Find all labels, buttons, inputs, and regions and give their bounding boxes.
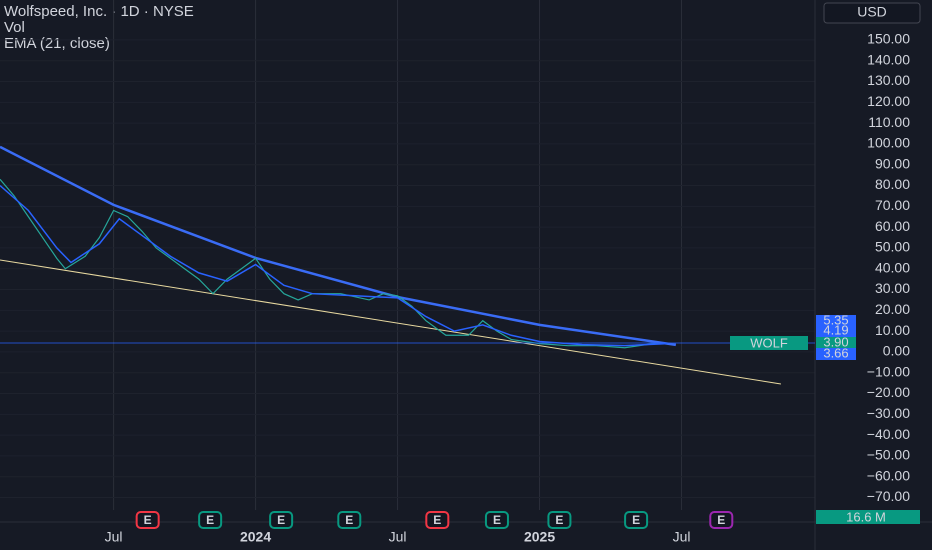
event-marker (709, 511, 734, 529)
y-tick-label: 30.00 (875, 280, 910, 296)
plot (0, 0, 782, 510)
price-line (0, 178, 668, 349)
y-tick-label: −40.00 (867, 426, 910, 442)
volume-badge-label: 16.6 M (846, 509, 886, 524)
y-tick-label: 0.00 (883, 343, 910, 359)
trendline (0, 259, 782, 385)
y-tick-label: 140.00 (867, 51, 910, 67)
event-marker (547, 511, 572, 529)
currency-box[interactable] (823, 2, 921, 24)
event-label: E (433, 513, 441, 527)
y-tick-label: −70.00 (867, 488, 910, 504)
currency[interactable]: USD (857, 4, 887, 20)
y-tick-label: 60.00 (875, 218, 910, 234)
event-marker (198, 511, 223, 529)
x-tick-label: 2024 (240, 529, 271, 545)
price-badge-label: 4.19 (823, 322, 848, 337)
legend-item: EMA (21, close) (4, 35, 110, 52)
x-tick-label: Jul (673, 529, 691, 545)
y-tick-label: 130.00 (867, 72, 910, 88)
x-tick-label: Jul (389, 529, 407, 545)
event-label: E (144, 513, 152, 527)
price-badge (816, 337, 856, 349)
symbol-badge (730, 336, 808, 350)
y-tick-label: 80.00 (875, 176, 910, 192)
price-badge (816, 325, 856, 337)
y-tick-label: −50.00 (867, 447, 910, 463)
y-tick-label: 50.00 (875, 239, 910, 255)
y-tick-label: −20.00 (867, 384, 910, 400)
price-badge (816, 348, 856, 360)
y-tick-label: −60.00 (867, 467, 910, 483)
y-tick-label: 90.00 (875, 155, 910, 171)
x-tick-label: 2025 (524, 529, 555, 545)
y-tick-label: 10.00 (875, 322, 910, 338)
event-label: E (206, 513, 214, 527)
y-tick-label: −30.00 (867, 405, 910, 421)
y-tick-label: −10.00 (867, 363, 910, 379)
y-tick-label: 110.00 (868, 114, 910, 130)
price-badge-label: 3.90 (823, 334, 848, 349)
symbol-label: WOLF (750, 335, 788, 350)
y-tick-label: 150.00 (867, 31, 910, 47)
y-tick-label: 70.00 (875, 197, 910, 213)
y-tick-label: 100.00 (867, 135, 910, 151)
event-marker (337, 511, 362, 529)
y-tick-label: 120.00 (867, 93, 910, 109)
ema-line (0, 184, 668, 347)
event-label: E (345, 513, 353, 527)
chart-title: Wolfspeed, Inc. · 1D · NYSE (4, 3, 194, 20)
volume-badge (816, 510, 920, 524)
price-badge-label: 5.35 (823, 312, 848, 327)
y-tick-label: 40.00 (875, 259, 910, 275)
y-tick-label: 20.00 (875, 301, 910, 317)
event-marker (484, 511, 509, 529)
event-label: E (277, 513, 285, 527)
event-label: E (632, 513, 640, 527)
event-marker (624, 511, 649, 529)
x-tick-label: Jul (105, 529, 123, 545)
event-label: E (493, 513, 501, 527)
event-label: E (717, 513, 725, 527)
event-label: E (555, 513, 563, 527)
event-marker (269, 511, 294, 529)
price-badge-label: 3.66 (823, 345, 848, 360)
price-badge (816, 315, 856, 327)
legend-item: Vol (4, 19, 25, 36)
trendline (0, 145, 677, 347)
event-marker (425, 511, 450, 529)
event-marker (135, 511, 160, 529)
